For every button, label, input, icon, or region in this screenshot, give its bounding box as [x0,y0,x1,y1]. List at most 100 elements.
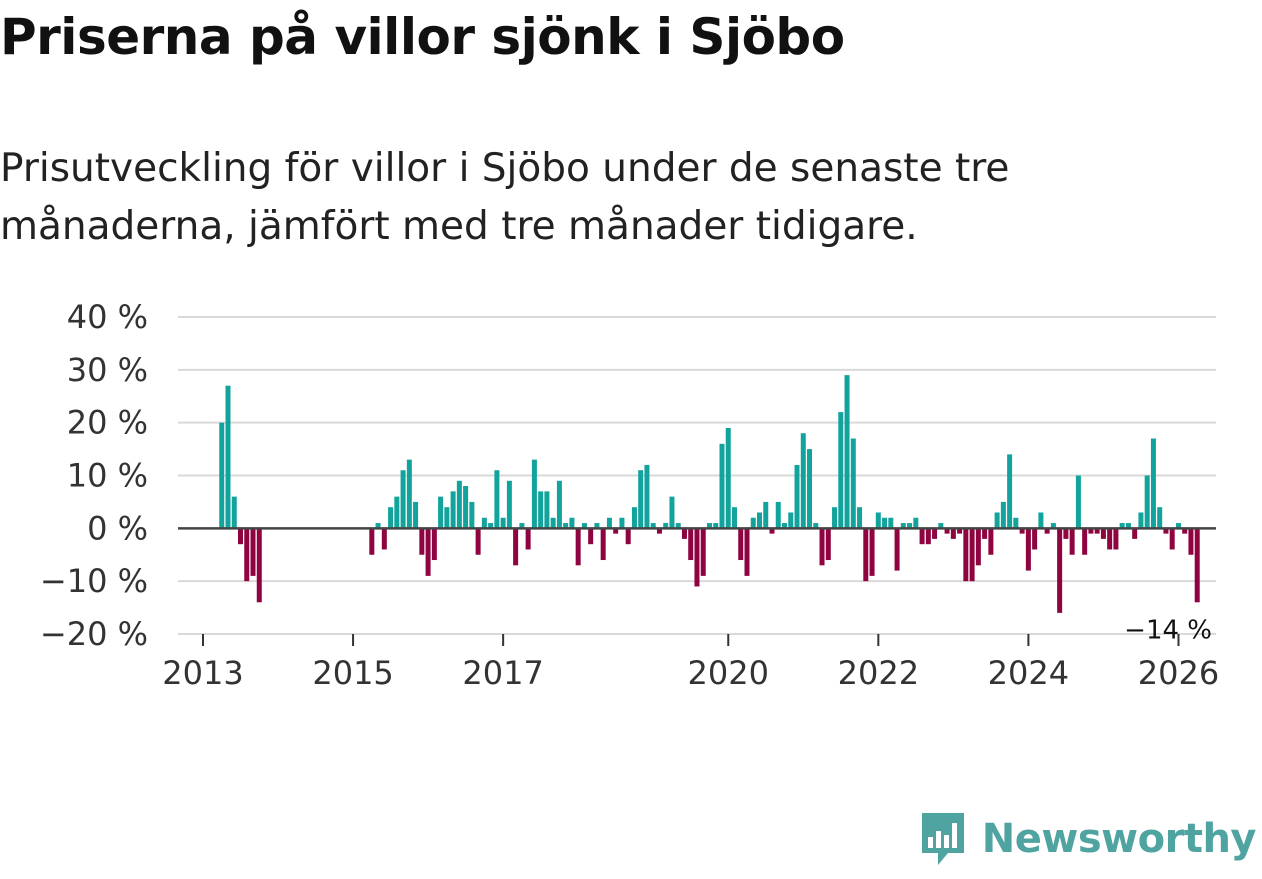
bar [925,528,931,545]
bar [888,517,894,529]
bar [225,385,231,529]
bar [538,491,544,529]
y-tick-label: −20 % [40,615,148,653]
x-tick-label: 2022 [838,654,919,692]
bar [631,507,637,529]
bar [688,528,694,561]
bar [219,422,225,529]
bar [894,528,900,571]
bar [882,517,888,529]
bar [481,517,487,529]
bar [238,528,244,545]
bar [525,528,531,550]
bar [832,507,838,529]
bar [575,528,581,566]
bar [1144,475,1150,529]
newsworthy-logo: Newsworthy [918,811,1257,867]
bar [838,412,844,529]
x-tick-label: 2013 [162,654,243,692]
bar [625,528,631,545]
bar [763,501,769,529]
bar [531,459,537,529]
bar [563,523,569,529]
bar [613,528,619,534]
x-tick-label: 2024 [988,654,1069,692]
bar [513,528,519,566]
bar [788,512,794,529]
bar [581,523,587,529]
bar [669,496,675,529]
bar [1150,438,1156,529]
bar [1007,454,1013,529]
bar [1132,528,1138,539]
y-axis-labels: 40 % 30 % 20 % 10 % 0 % −10 % −20 % [40,298,148,653]
bar [813,523,819,529]
bar [419,528,425,555]
bar [769,528,775,534]
bar [231,496,237,529]
bar [988,528,994,555]
bar [450,491,456,529]
bars [219,375,1200,613]
y-tick-label: 0 % [87,509,148,547]
bar [394,496,400,529]
bar [388,507,394,529]
x-axis: 2013 2015 2017 2020 2022 2024 2026 [162,634,1219,692]
bar [782,523,788,529]
bar [656,528,662,534]
bar [663,523,669,529]
bar [807,449,813,529]
bar [744,528,750,576]
bar [1082,528,1088,555]
bar [638,470,644,529]
bar [544,491,550,529]
y-tick-label: 20 % [67,404,148,442]
bar [1057,528,1063,613]
bar [863,528,869,582]
bar [369,528,375,555]
bar [256,528,262,603]
bar [500,517,506,529]
y-tick-label: 30 % [67,351,148,389]
bar [506,480,512,529]
chart-bubble-icon [921,813,964,865]
bar [1094,528,1100,534]
bar [1119,523,1125,529]
bar [1019,528,1025,534]
bar [1088,528,1094,534]
bar [975,528,981,566]
bar [825,528,831,561]
bar [844,375,850,529]
bar [944,528,950,534]
bar [932,528,938,539]
bar [469,501,475,529]
bar [1125,523,1131,529]
bar [619,517,625,529]
bar [850,438,856,529]
bar [1182,528,1188,534]
bar [375,523,381,529]
bar [1113,528,1119,550]
bar [1075,475,1081,529]
bar [594,523,600,529]
bar [694,528,700,587]
bar [456,480,462,529]
bar [713,523,719,529]
bar [444,507,450,529]
bar [600,528,606,561]
bar [1107,528,1113,550]
bar [488,523,494,529]
bar [1194,528,1200,603]
bar [857,507,863,529]
bar [819,528,825,566]
bar [494,470,500,529]
bar [794,464,800,529]
bar [1000,501,1006,529]
bar [681,528,687,539]
y-tick-label: −10 % [40,562,148,600]
bar [519,523,525,529]
bar [556,480,562,529]
bar [919,528,925,545]
bar-chart: 40 %30 %20 %10 %0 %−10 %−20 % 2013 2015 20… [40,298,1219,692]
bar [425,528,431,576]
